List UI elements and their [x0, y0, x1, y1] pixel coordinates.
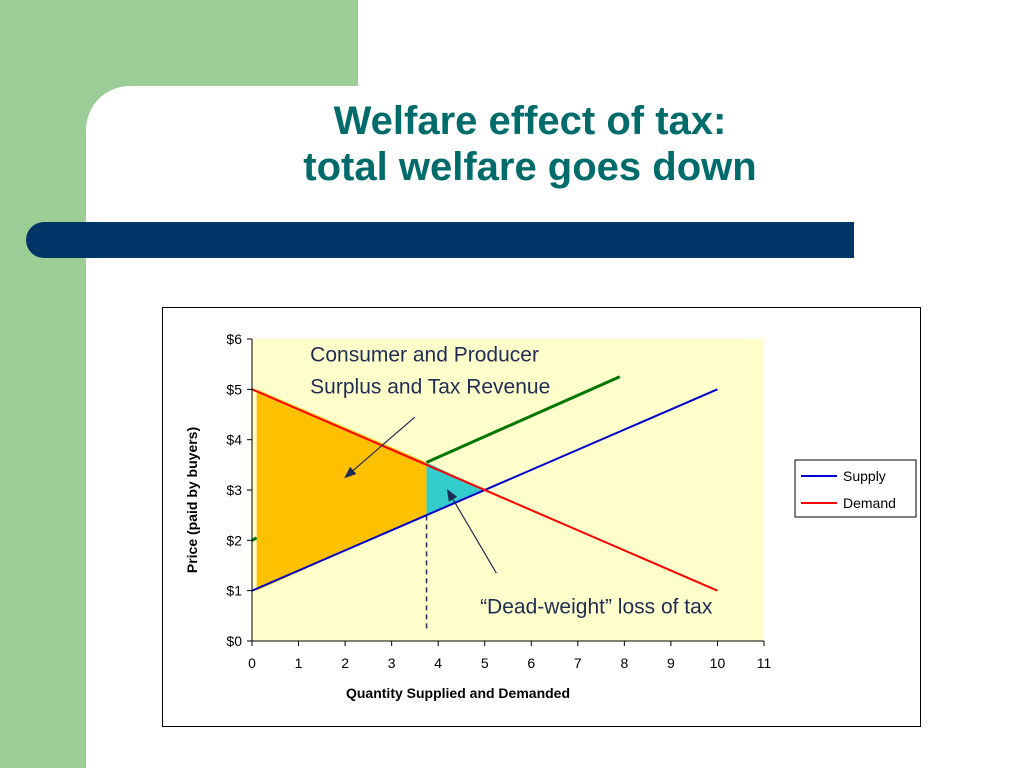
legend-label-demand: Demand: [843, 495, 896, 511]
annotation-deadweight-arrow: [446, 488, 497, 574]
annotation-surplus-line-1: Consumer and Producer: [310, 344, 539, 367]
x-tick-label: 7: [574, 655, 582, 671]
annotation-deadweight: “Dead-weight” loss of tax: [480, 595, 713, 618]
y-tick-label: $2: [226, 532, 242, 548]
line-supply-with-tax: [425, 375, 621, 464]
x-axis-title: Quantity Supplied and Demanded: [346, 685, 570, 701]
title-divider-bar: [26, 222, 854, 258]
y-axis-title: Price (paid by buyers): [184, 427, 200, 573]
legend-box: [794, 459, 917, 518]
x-tick-label: 11: [757, 655, 772, 671]
legend-label-supply: Supply: [843, 468, 886, 484]
x-tick-label: 6: [527, 655, 535, 671]
x-tick-label: 1: [295, 655, 303, 671]
slide-title-line-1: Welfare effect of tax:: [333, 99, 727, 143]
region-surplus-and-revenue: [256, 389, 427, 591]
annotation-surplus-arrow: [344, 416, 416, 479]
annotation-surplus-line-2: Surplus and Tax Revenue: [310, 376, 550, 399]
slide-title-line-2: total welfare goes down: [303, 145, 757, 189]
y-tick-label: $3: [226, 482, 242, 498]
x-tick-label: 9: [667, 655, 675, 671]
y-tick-label: $0: [226, 633, 242, 649]
x-tick-label: 2: [341, 655, 349, 671]
x-tick-label: 8: [620, 655, 628, 671]
x-tick-label: 0: [248, 655, 256, 671]
y-tick-label: $6: [226, 331, 242, 347]
x-tick-label: 10: [710, 655, 726, 671]
slide-title: Welfare effect of tax: total welfare goe…: [200, 98, 860, 190]
y-tick-label: $4: [226, 432, 242, 448]
x-tick-label: 5: [481, 655, 489, 671]
y-tick-label: $1: [226, 583, 242, 599]
chart-frame: $0 $1 $2 $3 $4 $5 $6 0 1 2 3 4 5 6 7 8 9 10 11 Quantity Sup…: [162, 307, 921, 727]
line-supply-with-tax-stub: [251, 536, 258, 542]
region-deadweight-loss: [426, 462, 485, 516]
series-line-demand: [251, 388, 718, 592]
x-tick-label: 3: [388, 655, 396, 671]
x-tick-label: 4: [434, 655, 442, 671]
welfare-chart: $0 $1 $2 $3 $4 $5 $6 0 1 2 3 4 5 6 7 8 9 10 11 Quantity Sup…: [184, 331, 917, 701]
y-tick-label: $5: [226, 381, 242, 397]
